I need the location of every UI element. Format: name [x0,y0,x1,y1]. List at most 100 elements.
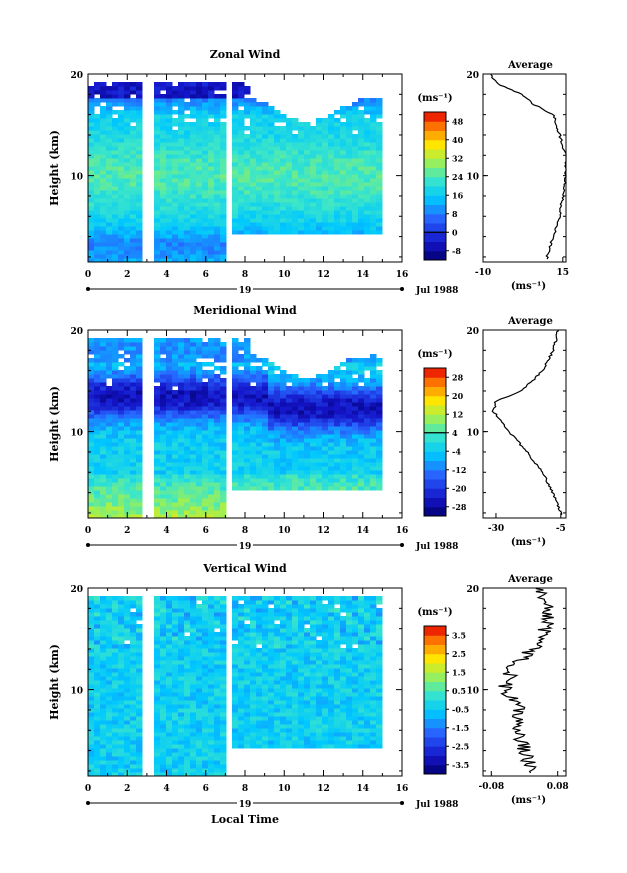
heatmap-cell [328,454,335,459]
heatmap-cell [244,596,251,601]
heatmap-cell [190,102,197,107]
heatmap-cell [118,434,125,439]
heatmap-cell [346,450,353,455]
heatmap-cell [232,446,239,451]
heatmap-cell [364,118,371,123]
heatmap-cell [286,632,293,637]
heatmap-cell [310,406,317,411]
heatmap-cell [232,418,239,423]
heatmap-cell [340,374,347,379]
heatmap-cell [88,198,95,203]
heatmap-cell [154,350,161,355]
heatmap-cell [220,600,227,605]
heatmap-cell [244,680,251,685]
heatmap-cell [118,114,125,119]
heatmap-cell [232,442,239,447]
heatmap-cell [256,146,263,151]
heatmap-cell [232,724,239,729]
heatmap-cell [232,696,239,701]
heatmap-cell [112,358,119,363]
heatmap-cell [124,478,131,483]
heatmap-cell [322,178,329,183]
heatmap-cell [352,366,359,371]
heatmap-cell [208,370,215,375]
heatmap-cell [166,442,173,447]
heatmap-cell [280,466,287,471]
heatmap-cell [118,458,125,463]
heatmap-cell [124,486,131,491]
heatmap-cell [130,716,137,721]
heatmap-cell [280,426,287,431]
heatmap-cell [220,708,227,713]
heatmap-cell [268,378,275,383]
heatmap-cell [214,190,221,195]
heatmap-cell [184,90,191,95]
heatmap-cell [160,748,167,753]
heatmap-cell [130,494,137,499]
heatmap-cell [160,510,167,515]
heatmap-cell [100,190,107,195]
heatmap-cell [190,250,197,255]
heatmap-cell [130,234,137,239]
heatmap-cell [292,390,299,395]
heatmap-cell [268,724,275,729]
heatmap-cell [130,118,137,123]
heatmap-cell [208,194,215,199]
heatmap-cell [124,138,131,143]
heatmap-cell [190,198,197,203]
heatmap-cell [160,366,167,371]
heatmap-cell [94,514,101,519]
heatmap-cell [136,502,143,507]
heatmap-cell [184,438,191,443]
heatmap-cell [160,218,167,223]
heatmap-cell [106,704,113,709]
heatmap-cell [100,748,107,753]
heatmap-cell [274,170,281,175]
heatmap-cell [118,102,125,107]
heatmap-cell [166,338,173,343]
heatmap-cell [154,230,161,235]
heatmap-cell [178,202,185,207]
heatmap-cell [178,680,185,685]
heatmap-cell [280,226,287,231]
heatmap-cell [292,430,299,435]
heatmap-cell [292,486,299,491]
heatmap-cell [244,418,251,423]
heatmap-cell [196,656,203,661]
heatmap-cell [94,226,101,231]
heatmap-cell [262,640,269,645]
heatmap-cell [244,724,251,729]
heatmap-cell [124,126,131,131]
heatmap-cell [322,434,329,439]
heatmap-cell [160,772,167,777]
heatmap-cell [88,502,95,507]
heatmap-cell [208,210,215,215]
heatmap-cell [208,616,215,621]
heatmap-cell [190,210,197,215]
heatmap-cell [106,474,113,479]
heatmap-cell [124,370,131,375]
heatmap-cell [106,254,113,259]
heatmap-cell [358,370,365,375]
heatmap-cell [124,672,131,677]
heatmap-cell [346,374,353,379]
heatmap-cell [112,94,119,99]
heatmap-cell [280,636,287,641]
heatmap-cell [280,370,287,375]
heatmap-cell [130,510,137,515]
heatmap-cell [130,398,137,403]
heatmap-cell [184,102,191,107]
heatmap-cell [94,366,101,371]
heatmap-cell [208,82,215,87]
heatmap-cell [124,142,131,147]
heatmap-cell [292,146,299,151]
heatmap-cell [286,218,293,223]
heatmap-cell [358,422,365,427]
heatmap-cell [274,736,281,741]
heatmap-cell [298,430,305,435]
heatmap-cell [316,142,323,147]
heatmap-cell [154,506,161,511]
heatmap-cell [112,390,119,395]
heatmap-cell [346,190,353,195]
heatmap-cell [136,194,143,199]
